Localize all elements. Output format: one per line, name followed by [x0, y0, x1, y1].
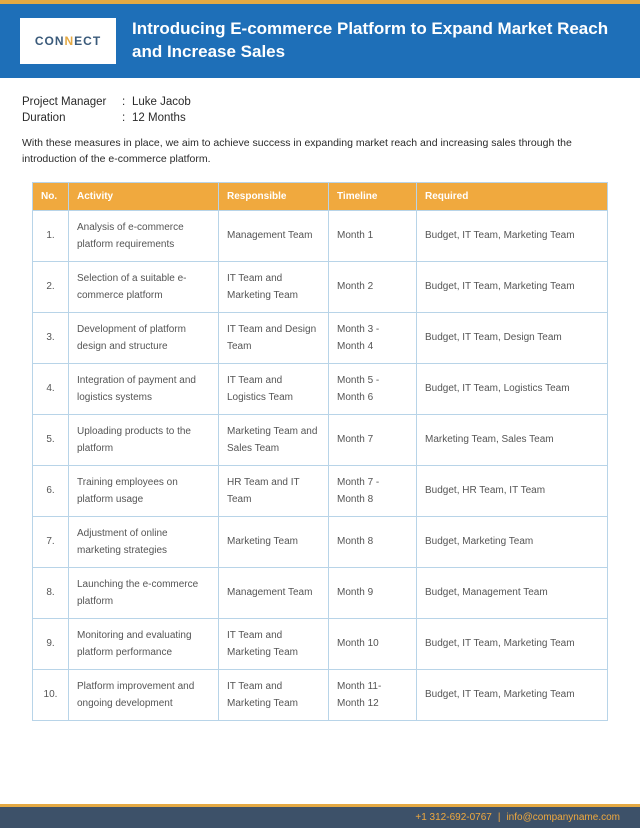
table-row: 1.Analysis of e-commerce platform requir…: [33, 210, 608, 261]
meta-colon: :: [122, 96, 132, 108]
page-title: Introducing E-commerce Platform to Expan…: [132, 18, 620, 64]
cell-responsible: Marketing Team and Sales Team: [219, 414, 329, 465]
cell-timeline: Month 10: [329, 618, 417, 669]
col-timeline: Timeline: [329, 182, 417, 210]
table-row: 5.Uploading products to the platformMark…: [33, 414, 608, 465]
cell-required: Budget, IT Team, Marketing Team: [417, 618, 608, 669]
cell-timeline: Month 8: [329, 516, 417, 567]
col-required: Required: [417, 182, 608, 210]
cell-no: 8.: [33, 567, 69, 618]
table-row: 10.Platform improvement and ongoing deve…: [33, 669, 608, 720]
cell-timeline: Month 2: [329, 261, 417, 312]
cell-required: Budget, IT Team, Marketing Team: [417, 261, 608, 312]
meta-duration-label: Duration: [22, 112, 122, 124]
cell-activity: Launching the e-commerce platform: [69, 567, 219, 618]
cell-no: 3.: [33, 312, 69, 363]
cell-activity: Selection of a suitable e-commerce platf…: [69, 261, 219, 312]
cell-activity: Analysis of e-commerce platform requirem…: [69, 210, 219, 261]
intro-text: With these measures in place, we aim to …: [22, 136, 618, 168]
footer-phone: +1 312-692-0767: [415, 812, 491, 823]
activity-table: No. Activity Responsible Timeline Requir…: [32, 182, 608, 721]
footer-separator: |: [498, 812, 501, 823]
logo: CONNECT: [20, 18, 116, 64]
logo-pre: CON: [35, 34, 65, 48]
content: Project Manager : Luke Jacob Duration : …: [0, 78, 640, 721]
cell-activity: Integration of payment and logistics sys…: [69, 363, 219, 414]
footer: +1 312-692-0767 | info@companyname.com: [0, 804, 640, 828]
table-row: 9.Monitoring and evaluating platform per…: [33, 618, 608, 669]
meta-pm-value: Luke Jacob: [132, 96, 191, 108]
cell-no: 10.: [33, 669, 69, 720]
cell-timeline: Month 5 - Month 6: [329, 363, 417, 414]
cell-timeline: Month 1: [329, 210, 417, 261]
table-row: 3.Development of platform design and str…: [33, 312, 608, 363]
cell-responsible: HR Team and IT Team: [219, 465, 329, 516]
col-no: No.: [33, 182, 69, 210]
cell-activity: Uploading products to the platform: [69, 414, 219, 465]
cell-activity: Training employees on platform usage: [69, 465, 219, 516]
cell-timeline: Month 9: [329, 567, 417, 618]
cell-required: Budget, IT Team, Logistics Team: [417, 363, 608, 414]
footer-email: info@companyname.com: [506, 812, 620, 823]
meta-colon: :: [122, 112, 132, 124]
cell-timeline: Month 7 - Month 8: [329, 465, 417, 516]
table-row: 7.Adjustment of online marketing strateg…: [33, 516, 608, 567]
cell-timeline: Month 11- Month 12: [329, 669, 417, 720]
header: CONNECT Introducing E-commerce Platform …: [0, 4, 640, 78]
logo-post: ECT: [74, 34, 101, 48]
cell-responsible: IT Team and Marketing Team: [219, 669, 329, 720]
cell-responsible: Management Team: [219, 567, 329, 618]
cell-activity: Platform improvement and ongoing develop…: [69, 669, 219, 720]
table-container: No. Activity Responsible Timeline Requir…: [22, 182, 618, 721]
cell-activity: Monitoring and evaluating platform perfo…: [69, 618, 219, 669]
cell-responsible: Management Team: [219, 210, 329, 261]
meta-duration-value: 12 Months: [132, 112, 186, 124]
cell-responsible: Marketing Team: [219, 516, 329, 567]
cell-no: 6.: [33, 465, 69, 516]
cell-no: 5.: [33, 414, 69, 465]
cell-no: 2.: [33, 261, 69, 312]
col-responsible: Responsible: [219, 182, 329, 210]
logo-accent: N: [65, 34, 75, 48]
meta-duration: Duration : 12 Months: [22, 112, 618, 124]
cell-responsible: IT Team and Logistics Team: [219, 363, 329, 414]
table-row: 4.Integration of payment and logistics s…: [33, 363, 608, 414]
meta-pm-label: Project Manager: [22, 96, 122, 108]
cell-responsible: IT Team and Marketing Team: [219, 618, 329, 669]
table-row: 8.Launching the e-commerce platformManag…: [33, 567, 608, 618]
cell-required: Budget, IT Team, Design Team: [417, 312, 608, 363]
cell-required: Budget, HR Team, IT Team: [417, 465, 608, 516]
cell-timeline: Month 3 - Month 4: [329, 312, 417, 363]
table-row: 2.Selection of a suitable e-commerce pla…: [33, 261, 608, 312]
cell-responsible: IT Team and Marketing Team: [219, 261, 329, 312]
cell-activity: Adjustment of online marketing strategie…: [69, 516, 219, 567]
meta-pm: Project Manager : Luke Jacob: [22, 96, 618, 108]
cell-no: 7.: [33, 516, 69, 567]
cell-timeline: Month 7: [329, 414, 417, 465]
cell-required: Budget, Management Team: [417, 567, 608, 618]
cell-required: Budget, IT Team, Marketing Team: [417, 669, 608, 720]
cell-no: 9.: [33, 618, 69, 669]
col-activity: Activity: [69, 182, 219, 210]
cell-responsible: IT Team and Design Team: [219, 312, 329, 363]
cell-activity: Development of platform design and struc…: [69, 312, 219, 363]
cell-required: Budget, IT Team, Marketing Team: [417, 210, 608, 261]
cell-required: Marketing Team, Sales Team: [417, 414, 608, 465]
cell-no: 4.: [33, 363, 69, 414]
table-row: 6.Training employees on platform usageHR…: [33, 465, 608, 516]
logo-text: CONNECT: [35, 34, 101, 48]
cell-no: 1.: [33, 210, 69, 261]
table-header-row: No. Activity Responsible Timeline Requir…: [33, 182, 608, 210]
cell-required: Budget, Marketing Team: [417, 516, 608, 567]
